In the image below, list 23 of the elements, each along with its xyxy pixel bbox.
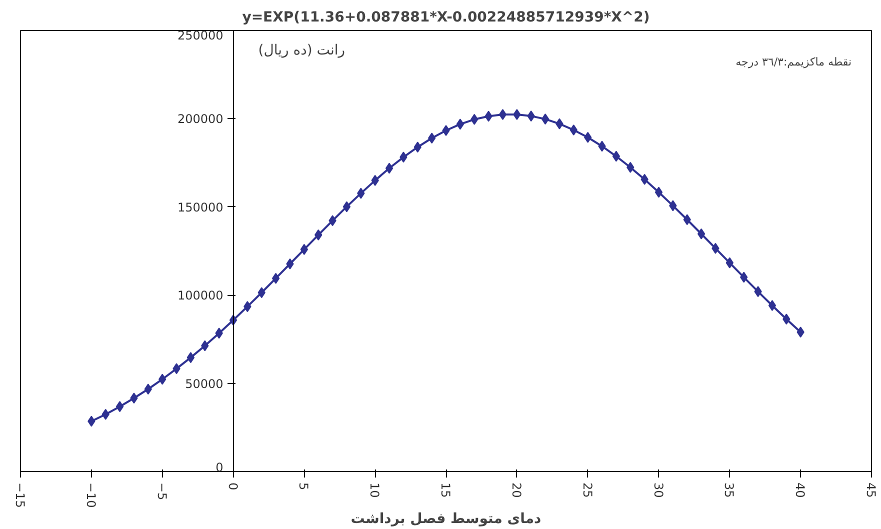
y-tick-label: 250000 — [177, 28, 224, 42]
x-tick-label: 35 — [722, 482, 736, 498]
x-tick-label: −10 — [84, 482, 98, 508]
x-tick-label: −5 — [154, 482, 169, 500]
x-tick-label: 40 — [793, 482, 808, 498]
y-axis-title: رانت (ده ریال) — [258, 42, 346, 58]
x-tick-label: 20 — [509, 482, 524, 498]
chart-title: y=EXP(11.36+0.087881*X-0.00224885712939*X^2) — [242, 10, 650, 26]
y-tick-label: 150000 — [177, 200, 224, 214]
x-axis-title: دمای متوسط فصل برداشت — [350, 510, 542, 527]
x-tick-label: −15 — [13, 482, 27, 508]
x-tick-label: 25 — [580, 482, 594, 498]
x-tick-label: 30 — [651, 482, 666, 498]
y-tick-label: 100000 — [177, 288, 224, 303]
x-tick-label: 10 — [368, 482, 382, 498]
y-tick-label: 50000 — [185, 376, 224, 391]
x-tick-label: 15 — [438, 482, 452, 498]
x-tick-label: 5 — [296, 482, 311, 490]
x-tick-label: 0 — [226, 482, 240, 490]
y-tick-label: 0 — [216, 460, 224, 474]
y-tick-label: 200000 — [177, 112, 224, 126]
annotation: نقطه ماکزیمم:۳٦/۳ درجه — [736, 56, 852, 68]
x-tick-label: 45 — [864, 482, 878, 498]
